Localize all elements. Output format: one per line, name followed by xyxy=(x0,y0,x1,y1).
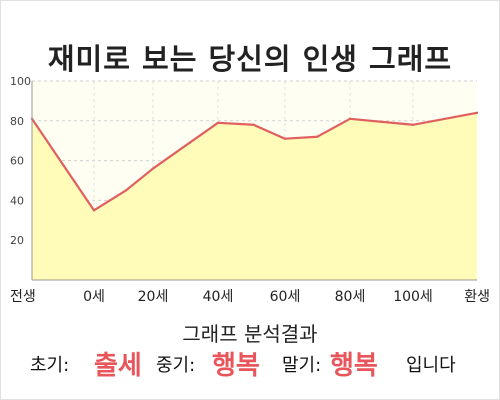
series-line xyxy=(31,111,478,212)
data-point-7 xyxy=(283,137,287,140)
data-point-2 xyxy=(124,189,128,192)
x-tick-label-7: 환생 xyxy=(464,289,490,305)
y-tick-label-40: 40 xyxy=(10,194,24,207)
x-tick-label-6: 100세 xyxy=(393,289,433,305)
x-tick-label-1: 0세 xyxy=(83,289,105,305)
x-tick-label-5: 80세 xyxy=(335,289,366,305)
area-layer xyxy=(30,111,479,280)
x-tick-label-0: 전생 xyxy=(10,289,36,305)
early-label: 초기: xyxy=(30,355,70,376)
analysis-result: 초기: 출세 중기: 행복 말기: 행복 입니다 xyxy=(0,343,500,383)
x-tick-label-2: 20세 xyxy=(138,289,169,305)
data-point-9 xyxy=(348,117,352,121)
y-tick-label-100: 100 xyxy=(10,75,31,88)
chart-title: 재미로 보는 당신의 인생 그래프 xyxy=(47,42,453,76)
y-tick-label-80: 80 xyxy=(10,115,24,128)
y-tick-label-20: 20 xyxy=(10,234,24,247)
data-point-8 xyxy=(316,135,319,138)
data-point-10 xyxy=(411,123,415,126)
y-tick-labels: 20 40 60 80 100 xyxy=(10,75,31,247)
analysis-heading: 그래프 분석결과 xyxy=(182,322,318,346)
data-point-3 xyxy=(151,167,155,170)
x-tick-label-4: 60세 xyxy=(270,289,301,305)
ending-text: 입니다 xyxy=(406,355,456,376)
middle-value: 행복 xyxy=(212,351,260,381)
area-fill xyxy=(32,112,477,280)
x-tick-label-3: 40세 xyxy=(203,289,234,305)
early-value: 출세 xyxy=(94,351,142,381)
data-point-5 xyxy=(216,121,220,124)
data-point-11 xyxy=(475,111,479,115)
late-label: 말기: xyxy=(282,355,322,376)
y-tick-label-60: 60 xyxy=(10,155,24,168)
x-tick-labels: 전생 0세 20세 40세 60세 80세 100세 환생 xyxy=(10,289,490,305)
data-point-1 xyxy=(92,209,96,212)
late-value: 행복 xyxy=(330,351,378,381)
data-point-4 xyxy=(188,141,191,144)
data-point-6 xyxy=(252,123,255,126)
middle-label: 중기: xyxy=(156,355,196,376)
